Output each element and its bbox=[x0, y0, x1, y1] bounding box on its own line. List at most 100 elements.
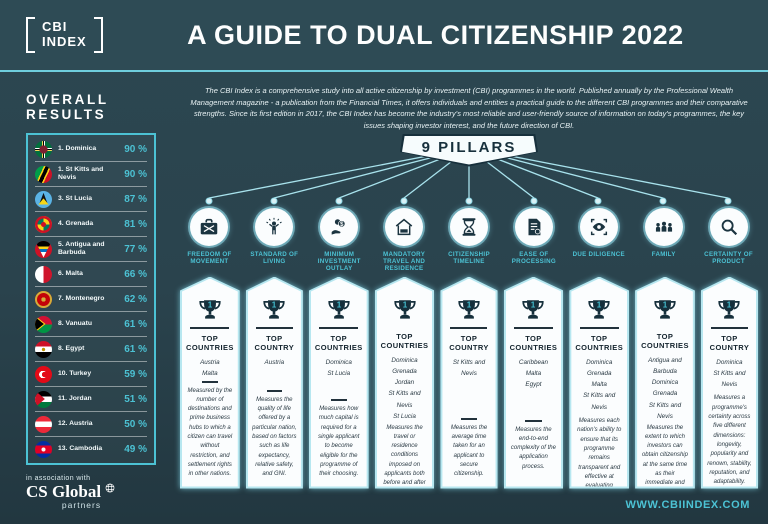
top-countries-list: Austria Malta bbox=[200, 358, 220, 377]
globe-icon bbox=[105, 483, 115, 492]
magnifier-icon bbox=[721, 219, 737, 235]
overall-results-heading: OVERALL RESULTS bbox=[26, 92, 109, 122]
divider bbox=[525, 419, 542, 422]
pillar-card: 1 TOP COUNTRY Dominica St Kitts and Nevi… bbox=[700, 276, 758, 489]
egypt-flag-icon bbox=[35, 340, 52, 358]
pillar-icons-row: FREEDOM OF MOVEMENT STANDARD OF LIVING bbox=[170, 207, 768, 274]
cbi-index-logo: CBI INDEX bbox=[26, 17, 103, 53]
malta-flag-icon bbox=[35, 265, 52, 283]
ranking-score: 51 % bbox=[124, 393, 147, 405]
ranking-row: 7. Montenegro 62 % bbox=[35, 287, 147, 312]
top-countries-list: Dominica St Lucia bbox=[325, 358, 352, 377]
top-countries-heading: TOP COUNTRIES bbox=[186, 333, 234, 352]
divider bbox=[710, 326, 748, 329]
logo-bracket-left-icon bbox=[26, 17, 35, 53]
trophy-rank: 1 bbox=[467, 300, 472, 309]
pillar-description: Measured by the number of destinations a… bbox=[187, 387, 233, 478]
pillar-header: $ MINIMUM INVESTMENT OUTLAY bbox=[310, 207, 369, 274]
top-countries-heading: TOP COUNTRY bbox=[449, 333, 489, 352]
trophy-icon: 1 bbox=[263, 299, 285, 319]
trophy-rank: 1 bbox=[337, 300, 342, 309]
pillar-label: EASE OF PROCESSING bbox=[511, 250, 557, 265]
pillar-label: FREEDOM OF MOVEMENT bbox=[187, 250, 232, 265]
trophy-icon: 1 bbox=[654, 299, 676, 319]
pillar-card: 1 TOP COUNTRIES Dominica Grenada Malta S… bbox=[569, 276, 630, 489]
pillar-header: STANDARD OF LIVING bbox=[245, 207, 304, 274]
grenada-flag-icon bbox=[35, 215, 52, 233]
divider bbox=[579, 326, 619, 329]
cs-global-partners-text: partners bbox=[61, 500, 102, 510]
pillar-label: MANDATORY TRAVEL AND RESIDENCE bbox=[383, 250, 426, 273]
ranking-score: 81 % bbox=[124, 218, 147, 230]
top-countries-heading: TOP COUNTRIES bbox=[575, 333, 624, 352]
ranking-country: 6. Malta bbox=[58, 269, 83, 277]
top-countries-list: Dominica Grenada Malta St Kitts and Nevi… bbox=[583, 358, 616, 411]
ranking-country: 8. Vanuatu bbox=[58, 319, 92, 327]
top-countries-heading: TOP COUNTRY bbox=[709, 333, 750, 352]
divider bbox=[255, 326, 293, 329]
ranking-score: 66 % bbox=[124, 268, 147, 280]
top-countries-list: Dominica St Kitts and Nevis bbox=[713, 358, 746, 389]
trophy-rank: 1 bbox=[531, 300, 536, 309]
cambodia-flag-icon bbox=[35, 440, 52, 458]
pillar-description: Measures each nation's ability to ensure… bbox=[577, 418, 622, 508]
pillars-connector: 9 PILLARS bbox=[180, 133, 758, 208]
trophy-rank: 1 bbox=[208, 300, 213, 309]
ranking-country: 1. St Kitts and Nevis bbox=[58, 165, 104, 181]
person-rays-icon bbox=[266, 217, 283, 234]
divider bbox=[201, 381, 218, 383]
hourglass-icon bbox=[462, 217, 476, 236]
divider bbox=[330, 399, 347, 402]
ranking-row: 1. St Kitts and Nevis 90 % bbox=[35, 162, 147, 187]
trophy-icon: 1 bbox=[393, 299, 416, 319]
pillar-header: DUE DILIGENCE bbox=[569, 207, 628, 274]
hand-coins-icon: $ bbox=[331, 218, 346, 235]
trophy-icon: 1 bbox=[588, 299, 610, 319]
pillar-card: 1 TOP COUNTRIES Dominica St Lucia Measur… bbox=[308, 276, 369, 489]
logo-bracket-right-icon bbox=[93, 17, 103, 53]
pillar-description: Measures the travel or residence conditi… bbox=[383, 424, 426, 505]
trophy-rank: 1 bbox=[597, 300, 602, 309]
logo-text-bottom: INDEX bbox=[42, 34, 87, 49]
divider bbox=[513, 326, 554, 329]
ranking-country: 12. Austria bbox=[58, 419, 93, 427]
pillar-description: Measures the end-to-end complexity of th… bbox=[510, 426, 556, 470]
header: CBI INDEX A GUIDE TO DUAL CITIZENSHIP 20… bbox=[0, 0, 768, 72]
pillar-description: Measures how much capital is required fo… bbox=[318, 406, 360, 478]
website-link[interactable]: WWW.CBIINDEX.COM bbox=[625, 499, 750, 511]
divider bbox=[450, 326, 488, 329]
ranking-country: 10. Turkey bbox=[58, 369, 92, 377]
document-processing-icon bbox=[528, 218, 541, 235]
trophy-rank: 1 bbox=[402, 300, 407, 309]
top-countries-list: Antigua and Barbuda Dominica Grenada St … bbox=[648, 356, 682, 421]
pillar-label: FAMILY bbox=[651, 250, 676, 258]
ranking-score: 50 % bbox=[124, 418, 147, 430]
pillar-header: CITIZENSHIP TIMELINE bbox=[440, 207, 499, 274]
svg-text:$: $ bbox=[340, 221, 344, 227]
rankings-table: 1. Dominica 90 % 1. St Kitts and Nevis 9… bbox=[26, 133, 156, 465]
logo-text-top: CBI bbox=[42, 19, 68, 35]
ranking-country: 11. Jordan bbox=[58, 394, 92, 402]
top-countries-list: Caribbean Malta Egypt bbox=[518, 358, 548, 389]
family-icon bbox=[655, 221, 672, 232]
ranking-score: 90 % bbox=[124, 143, 147, 155]
pillar-description: Measures the extent to which investors c… bbox=[641, 424, 688, 496]
pillar-label: CERTAINTY OF PRODUCT bbox=[704, 250, 753, 265]
ranking-row: 13. Cambodia 49 % bbox=[35, 437, 147, 461]
pillar-card: 1 TOP COUNTRIES Dominica Grenada Jordan … bbox=[374, 276, 435, 489]
ranking-score: 62 % bbox=[124, 293, 147, 305]
ranking-country: 8. Egypt bbox=[58, 344, 85, 352]
pillar-header: FREEDOM OF MOVEMENT bbox=[180, 207, 239, 274]
overall-results-panel: OVERALL RESULTS 1. Dominica 90 % 1. St K… bbox=[0, 74, 170, 524]
main-content: The CBI Index is a comprehensive study i… bbox=[170, 74, 768, 524]
antigua-barbuda-flag-icon bbox=[35, 240, 52, 258]
top-countries-heading: TOP COUNTRIES bbox=[314, 333, 363, 352]
dominica-flag-icon bbox=[35, 140, 52, 158]
cs-global-logo: CS Global bbox=[26, 481, 102, 501]
eye-scan-icon bbox=[590, 218, 607, 235]
pillar-label: STANDARD OF LIVING bbox=[250, 250, 299, 265]
ranking-score: 61 % bbox=[124, 318, 147, 330]
ranking-row: 12. Austria 50 % bbox=[35, 412, 147, 437]
top-countries-heading: TOP COUNTRIES bbox=[380, 331, 429, 350]
